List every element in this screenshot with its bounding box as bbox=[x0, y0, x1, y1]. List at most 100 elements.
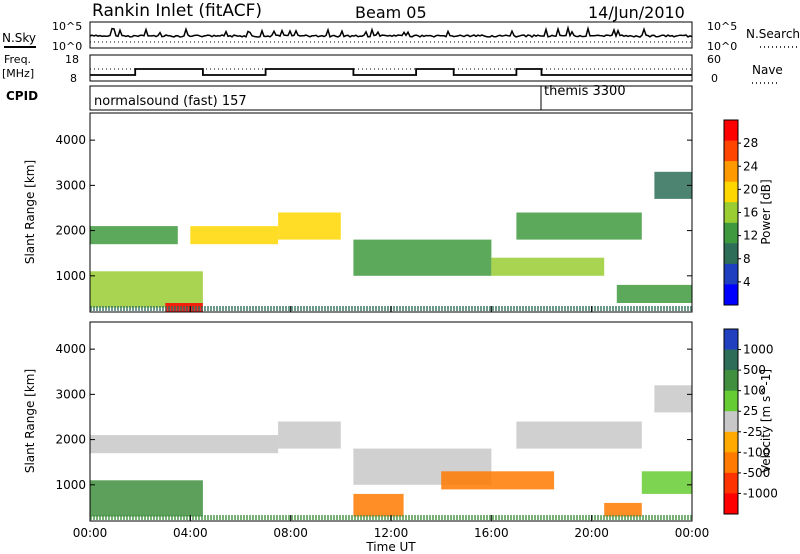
ground-scatter bbox=[315, 306, 317, 311]
ground-scatter bbox=[306, 515, 308, 520]
ground-scatter bbox=[99, 515, 101, 520]
ground-scatter bbox=[402, 515, 404, 520]
ground-scatter bbox=[273, 306, 275, 311]
ground-scatter bbox=[543, 306, 545, 311]
ground-scatter bbox=[222, 515, 224, 520]
ground-scatter bbox=[138, 306, 140, 311]
ground-scatter bbox=[531, 306, 533, 311]
ground-scatter bbox=[441, 306, 443, 311]
ground-scatter bbox=[117, 306, 119, 311]
colorbar-tick-label: 24 bbox=[743, 159, 758, 173]
ground-scatter bbox=[318, 515, 320, 520]
ground-scatter bbox=[333, 306, 335, 311]
ground-scatter bbox=[669, 515, 671, 520]
cpid-label: CPID bbox=[6, 89, 38, 103]
ground-scatter bbox=[564, 515, 566, 520]
ground-scatter bbox=[198, 306, 200, 311]
data-band-5 bbox=[516, 421, 642, 449]
date-title: 14/Jun/2010 bbox=[588, 3, 685, 22]
ground-scatter bbox=[633, 306, 635, 311]
ground-scatter bbox=[321, 515, 323, 520]
ground-scatter bbox=[276, 515, 278, 520]
ground-scatter bbox=[648, 515, 650, 520]
data-band-7 bbox=[616, 284, 693, 303]
ground-scatter bbox=[603, 515, 605, 520]
colorbar-tick-label: -1000 bbox=[743, 486, 778, 500]
ground-scatter bbox=[675, 515, 677, 520]
ground-scatter bbox=[618, 306, 620, 311]
ground-scatter bbox=[408, 515, 410, 520]
ground-scatter bbox=[393, 306, 395, 311]
ground-scatter bbox=[216, 306, 218, 311]
colorbar-tick-label: 20 bbox=[743, 182, 758, 196]
ground-scatter bbox=[609, 306, 611, 311]
ground-scatter bbox=[549, 306, 551, 311]
ground-scatter bbox=[297, 515, 299, 520]
ground-scatter bbox=[462, 306, 464, 311]
ground-scatter bbox=[627, 306, 629, 311]
ground-scatter bbox=[348, 515, 350, 520]
ground-scatter bbox=[207, 515, 209, 520]
ground-scatter bbox=[303, 515, 305, 520]
ground-scatter bbox=[582, 515, 584, 520]
x-tick-label: 16:00 bbox=[474, 526, 509, 540]
colorbar-swatch bbox=[724, 202, 738, 224]
colorbar-swatch bbox=[724, 181, 738, 203]
ground-scatter bbox=[234, 515, 236, 520]
colorbar-swatch bbox=[724, 140, 738, 162]
ground-scatter bbox=[330, 306, 332, 311]
ground-scatter bbox=[420, 306, 422, 311]
ground-scatter bbox=[477, 515, 479, 520]
noise-left-label: N.Sky bbox=[2, 31, 36, 45]
ground-scatter bbox=[159, 306, 161, 311]
ground-scatter bbox=[243, 306, 245, 311]
ground-scatter bbox=[252, 306, 254, 311]
ground-scatter bbox=[459, 515, 461, 520]
ground-scatter bbox=[471, 515, 473, 520]
data-band-7 bbox=[353, 493, 404, 517]
ground-scatter bbox=[432, 515, 434, 520]
ground-scatter bbox=[471, 306, 473, 311]
ground-scatter bbox=[678, 515, 680, 520]
data-band-4 bbox=[353, 239, 492, 276]
ground-scatter bbox=[285, 306, 287, 311]
colorbar-swatch bbox=[724, 349, 738, 371]
noise-left-tick-top: 10^5 bbox=[52, 20, 82, 33]
ground-scatter bbox=[642, 306, 644, 311]
y-tick-label: 1000 bbox=[55, 269, 86, 283]
ground-scatter bbox=[255, 515, 257, 520]
ground-scatter bbox=[174, 515, 176, 520]
data-band-8 bbox=[654, 171, 692, 199]
y-tick-label: 3000 bbox=[55, 178, 86, 192]
ground-scatter bbox=[279, 306, 281, 311]
ground-scatter bbox=[333, 515, 335, 520]
ground-scatter bbox=[567, 306, 569, 311]
colorbar-swatch bbox=[724, 390, 738, 412]
ground-scatter bbox=[498, 306, 500, 311]
ground-scatter bbox=[681, 515, 683, 520]
ground-scatter bbox=[336, 306, 338, 311]
ground-scatter bbox=[228, 306, 230, 311]
ground-scatter bbox=[654, 515, 656, 520]
ground-scatter bbox=[645, 306, 647, 311]
velocity-ylabel: Slant Range [km] bbox=[23, 369, 37, 473]
ground-scatter bbox=[117, 515, 119, 520]
ground-scatter bbox=[624, 515, 626, 520]
ground-scatter bbox=[324, 306, 326, 311]
ground-scatter bbox=[147, 515, 149, 520]
x-tick-label: 08:00 bbox=[273, 526, 308, 540]
ground-scatter bbox=[579, 515, 581, 520]
ground-scatter bbox=[522, 515, 524, 520]
ground-scatter bbox=[582, 306, 584, 311]
ground-scatter bbox=[153, 515, 155, 520]
ground-scatter bbox=[525, 515, 527, 520]
ground-scatter bbox=[663, 306, 665, 311]
ground-scatter bbox=[174, 306, 176, 311]
y-tick-label: 4000 bbox=[55, 133, 86, 147]
x-tick-label: 12:00 bbox=[374, 526, 409, 540]
ground-scatter bbox=[375, 515, 377, 520]
colorbar-swatch bbox=[724, 411, 738, 433]
ground-scatter bbox=[549, 515, 551, 520]
ground-scatter bbox=[570, 306, 572, 311]
ground-scatter bbox=[372, 515, 374, 520]
